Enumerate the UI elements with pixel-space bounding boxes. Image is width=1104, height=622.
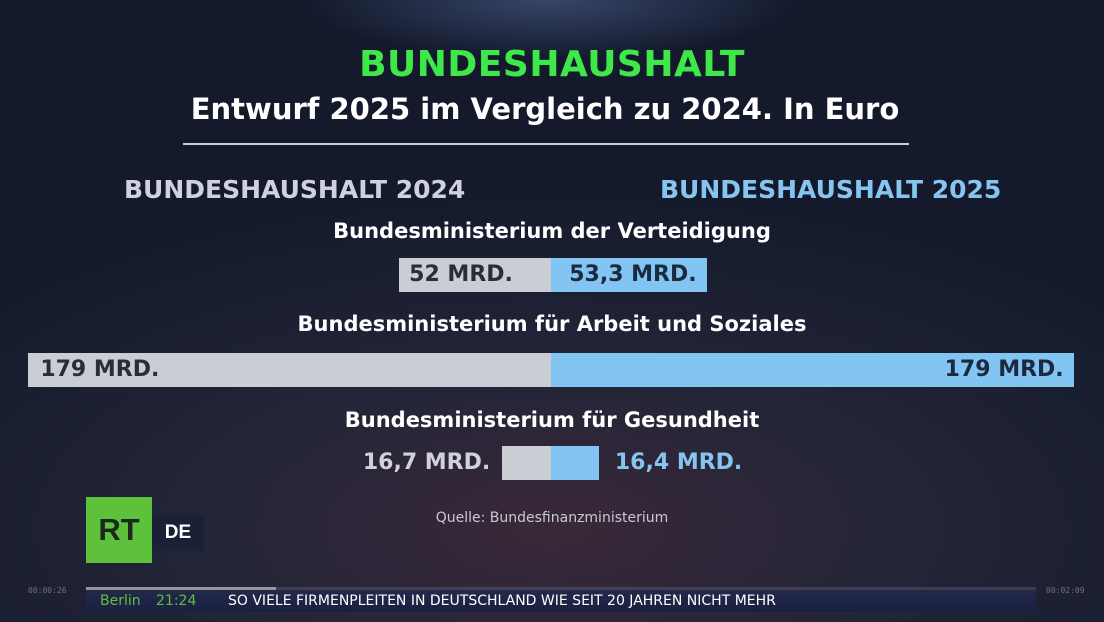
news-ticker: Berlin 21:24 SO VIELE FIRMENPLEITEN IN D…	[86, 590, 1036, 612]
category-label: Bundesministerium der Verteidigung	[333, 219, 771, 243]
data-label-2024: 16,7 MRD.	[362, 450, 491, 475]
rt-de-logo: RT DE	[86, 497, 204, 563]
bar-2024: 52 MRD.	[399, 258, 551, 292]
bar-2024	[502, 446, 551, 480]
rt-logo-mark: RT	[86, 497, 152, 563]
category-label: Bundesministerium für Gesundheit	[344, 408, 760, 432]
ticker-headline: SO VIELE FIRMENPLEITEN IN DEUTSCHLAND WI…	[228, 593, 776, 609]
data-label-2024: 52 MRD.	[409, 262, 513, 287]
title-divider	[183, 143, 909, 145]
video-progress-bar[interactable]	[86, 587, 1036, 590]
de-logo-mark: DE	[152, 515, 204, 551]
video-progress-fill	[86, 587, 276, 590]
data-label-2025: 179 MRD.	[944, 357, 1064, 382]
background-glow	[300, 0, 800, 60]
data-label-2025: 16,4 MRD.	[614, 450, 743, 475]
chart-subtitle: Entwurf 2025 im Vergleich zu 2024. In Eu…	[190, 92, 900, 126]
legend-2025: BUNDESHAUSHALT 2025	[660, 175, 1002, 204]
category-label: Bundesministerium für Arbeit und Soziale…	[297, 312, 807, 336]
data-label-2025: 53,3 MRD.	[569, 262, 697, 287]
ticker-time: 21:24	[156, 593, 197, 609]
ticker-city: Berlin	[100, 593, 141, 609]
bar-2024: 179 MRD.	[28, 353, 551, 387]
chart-title: BUNDESHAUSHALT	[359, 44, 745, 85]
source-note: Quelle: Bundesfinanzministerium	[435, 510, 669, 526]
duration-time: 00:02:09	[1046, 586, 1085, 595]
bar-2025: 53,3 MRD.	[551, 258, 707, 292]
elapsed-time: 00:00:26	[28, 586, 67, 595]
bar-2025	[551, 446, 599, 480]
legend-2024: BUNDESHAUSHALT 2024	[124, 175, 466, 204]
bar-2025: 179 MRD.	[551, 353, 1074, 387]
data-label-2024: 179 MRD.	[40, 357, 160, 382]
